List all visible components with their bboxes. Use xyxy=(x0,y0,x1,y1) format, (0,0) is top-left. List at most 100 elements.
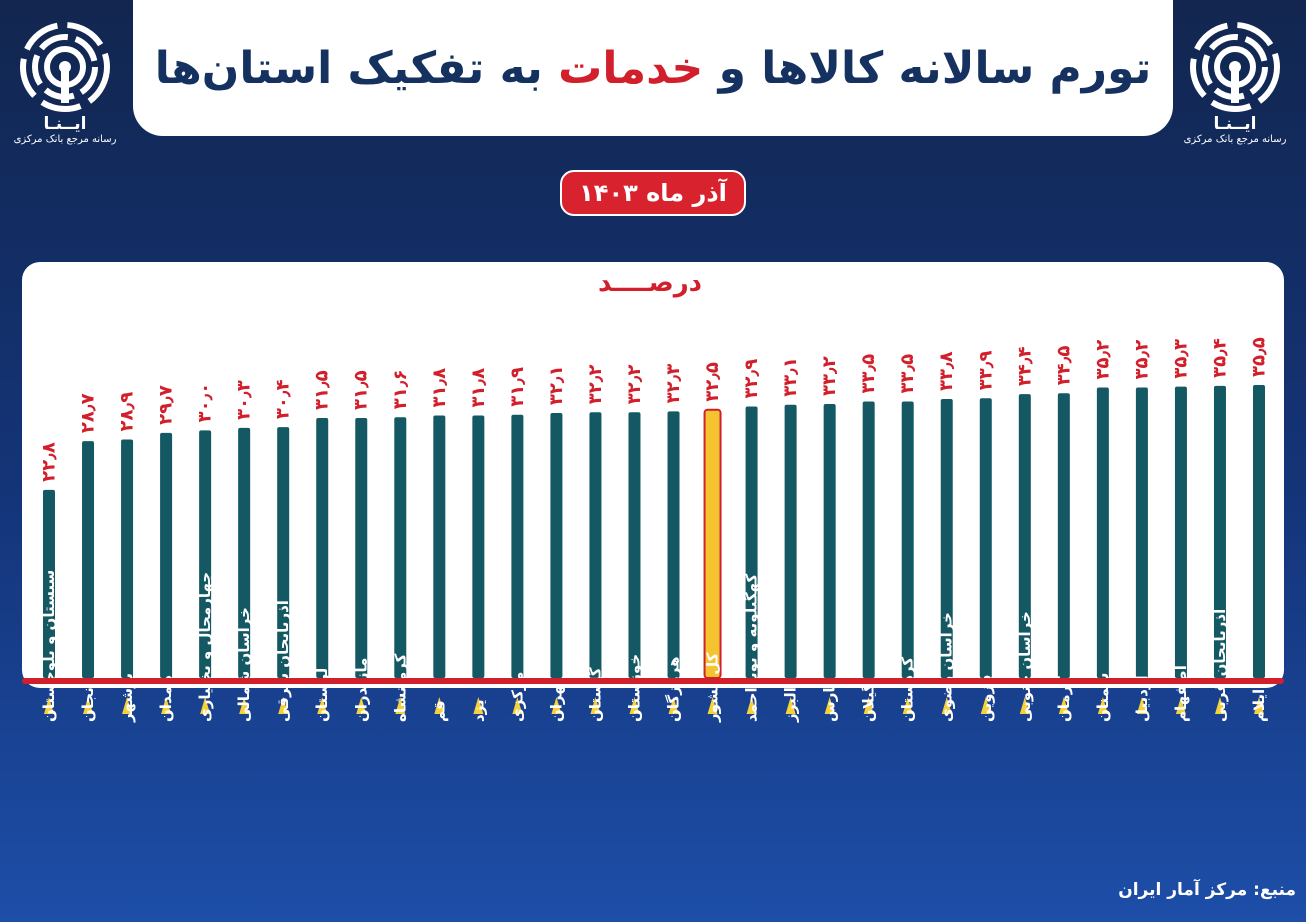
bar xyxy=(1057,393,1070,678)
tick-marker xyxy=(317,697,328,714)
bar xyxy=(667,411,680,678)
source-note: منبع: مرکز آمار ایران xyxy=(1118,880,1296,900)
category-label: کرمان xyxy=(1055,676,1073,722)
bar-value-label: ۳۳٫۵ xyxy=(897,354,918,394)
category-label: سیستان و بلوچستان xyxy=(40,570,59,722)
bar xyxy=(511,414,524,678)
tick-marker xyxy=(434,697,445,714)
bar-value-label: ۳۵٫۲ xyxy=(1092,340,1113,380)
category-label: کهگیلویه و بویراحمد xyxy=(743,574,761,722)
category-label: خراسان جنوبی xyxy=(1016,611,1034,722)
bar xyxy=(784,404,797,678)
bar xyxy=(745,406,758,678)
category-label: فارس xyxy=(821,677,839,722)
category-label: البرز xyxy=(782,687,800,723)
bar xyxy=(1174,386,1187,678)
bar-value-label: ۲۸٫۷ xyxy=(78,393,99,433)
tick-marker xyxy=(824,697,835,714)
title-part-3: به تفکیک استان‌ها xyxy=(154,42,543,94)
bar-value-label: ۳۱٫۵ xyxy=(351,370,372,410)
tick-marker xyxy=(785,697,796,714)
bar xyxy=(1096,387,1109,678)
bar-value-label: ۲۸٫۹ xyxy=(117,392,138,432)
brand-logo-right: ایــنـا رسانه مرجع بانک مرکزی xyxy=(1180,22,1290,162)
tick-marker xyxy=(980,697,991,714)
category-label: هرمزگان xyxy=(665,656,683,722)
tick-marker xyxy=(1058,697,1069,714)
tick-marker xyxy=(590,697,601,714)
bar-value-label: ۳۲٫۵ xyxy=(702,362,723,402)
title-part-2: خدمات xyxy=(558,42,704,94)
category-label: آذربایجان شرقی xyxy=(274,599,292,722)
category-label: خراسان رضوی xyxy=(938,612,956,722)
tick-marker xyxy=(1175,697,1186,714)
tick-marker xyxy=(83,697,94,714)
logo-wordmark: ایــنـا xyxy=(43,114,87,134)
bar xyxy=(940,399,953,678)
bar-value-label: ۳۵٫۴ xyxy=(1209,338,1230,378)
category-label: لرستان xyxy=(313,668,331,722)
category-label: ایلام xyxy=(1250,689,1268,722)
bar xyxy=(121,439,134,678)
category-label: تهران xyxy=(547,679,565,722)
bar-value-label: ۳۳٫۲ xyxy=(819,356,840,396)
date-badge: آذر ماه ۱۴۰۳ xyxy=(560,170,746,216)
bar-value-label: ۲۲٫۸ xyxy=(39,442,60,482)
tick-marker xyxy=(356,697,367,714)
bar xyxy=(43,489,55,678)
tick-marker xyxy=(512,697,523,714)
bar-value-label: ۳۱٫۸ xyxy=(468,368,489,408)
baseline-axis xyxy=(22,678,1284,684)
bar-value-label: ۳۳٫۱ xyxy=(780,357,801,397)
bar-value-label: ۳۴٫۴ xyxy=(1014,346,1035,386)
bar xyxy=(277,427,290,678)
bar xyxy=(433,415,446,678)
category-label: خراسان شمالی xyxy=(235,607,253,722)
bar xyxy=(238,427,251,678)
category-label: آذربایجان غربی xyxy=(1211,608,1229,722)
tick-marker xyxy=(161,697,172,714)
bar xyxy=(394,417,407,678)
bar-value-label: ۳۱٫۸ xyxy=(429,368,450,408)
chart-panel xyxy=(22,262,1284,688)
brand-logo-left: ایــنـا رسانه مرجع بانک مرکزی xyxy=(10,22,120,162)
bar xyxy=(1018,394,1031,678)
bar-value-label: ۳۲٫۳ xyxy=(663,364,684,404)
tick-marker xyxy=(395,697,406,714)
bar-value-label: ۳۲٫۱ xyxy=(546,365,567,405)
broadcast-icon xyxy=(20,22,110,112)
bar-value-label: ۳۵٫۳ xyxy=(1170,339,1191,379)
bar xyxy=(1253,385,1265,678)
logo-tagline: رسانه مرجع بانک مرکزی xyxy=(13,134,117,145)
category-label: کرمانشاه xyxy=(391,653,409,722)
category-label: مرکزی xyxy=(508,672,526,722)
category-label: گیلان xyxy=(860,683,878,722)
tick-marker xyxy=(551,697,562,714)
tick-marker xyxy=(1214,697,1225,714)
tick-marker xyxy=(473,697,484,714)
tick-marker xyxy=(1019,697,1030,714)
category-label: خوزستان xyxy=(625,654,643,722)
bar xyxy=(823,403,836,678)
bar-value-label: ۲۹٫۷ xyxy=(156,385,177,425)
bar xyxy=(472,415,485,678)
category-label: قزوین xyxy=(977,674,995,722)
bar xyxy=(901,401,914,678)
category-label: یزد xyxy=(469,699,487,722)
tick-marker xyxy=(44,697,54,714)
tick-marker xyxy=(200,697,211,714)
category-label: قم xyxy=(430,700,448,722)
tick-marker xyxy=(746,697,757,714)
bar-value-label: ۳۵٫۲ xyxy=(1131,340,1152,380)
category-label: زنجان xyxy=(79,678,97,722)
bar-value-label: ۳۲٫۲ xyxy=(585,365,606,405)
category-label: اردبیل xyxy=(1133,675,1151,722)
chart-title: تورم سالانه کالاها و خدمات به تفکیک استا… xyxy=(133,0,1173,136)
category-label: کردستان xyxy=(899,657,917,722)
logo-wordmark: ایــنـا xyxy=(1213,114,1257,134)
broadcast-icon xyxy=(1190,22,1280,112)
category-label: گلستان xyxy=(586,667,604,722)
tick-marker xyxy=(239,697,250,714)
bar-value-label: ۳۵٫۵ xyxy=(1249,337,1270,377)
